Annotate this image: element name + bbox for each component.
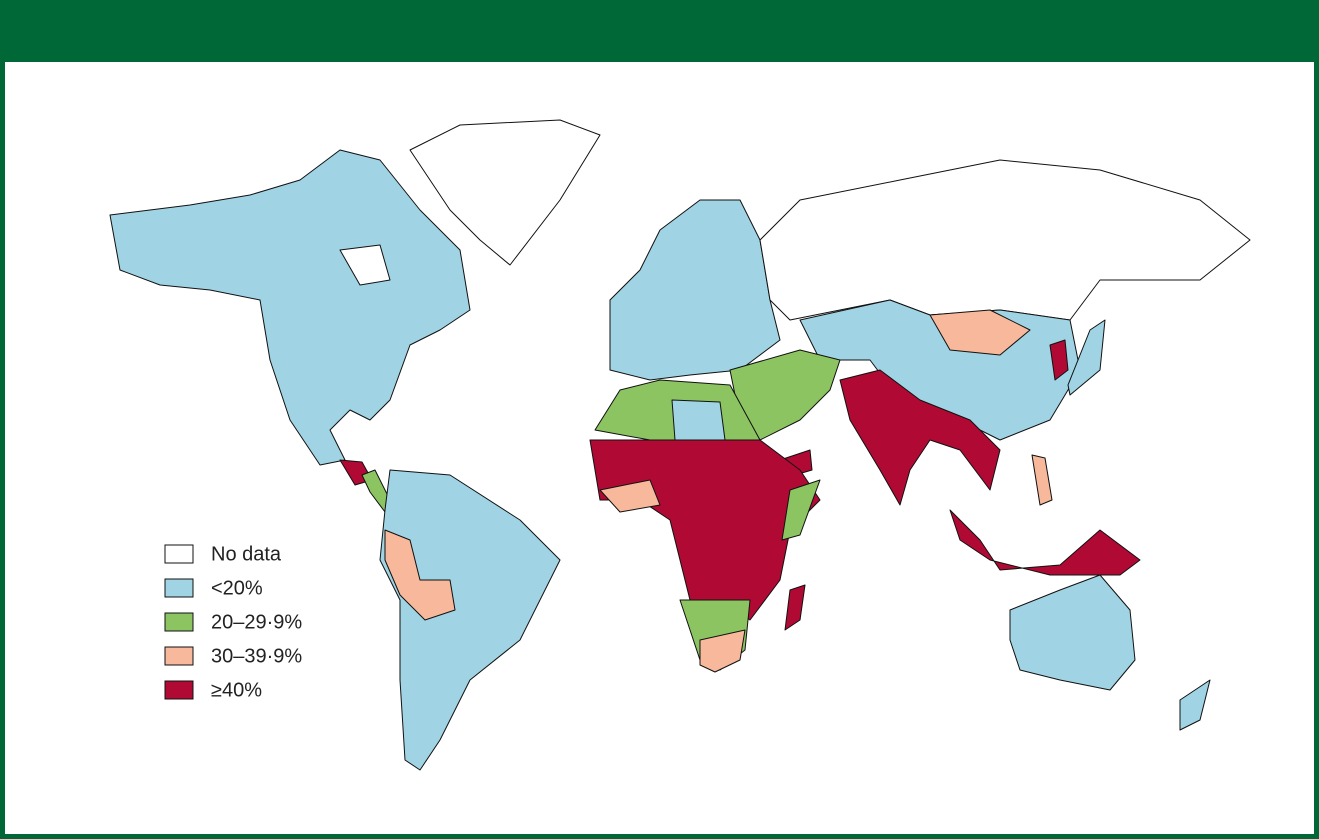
mongolia: [929, 309, 1031, 356]
horn-of-africa: [781, 479, 821, 541]
southeast-asia-islands: [949, 509, 1141, 576]
legend-label: 30–39·9%: [211, 645, 302, 667]
legend-label: No data: [211, 543, 282, 565]
legend: No data <20% 20–29·9% 30–39·9% ≥40%: [164, 543, 302, 701]
world-map: [109, 119, 1251, 771]
greenland: [409, 119, 601, 266]
andes: [384, 529, 456, 621]
legend-swatch: [164, 612, 194, 632]
south-asia: [839, 369, 1001, 506]
hudson-bay: [339, 244, 391, 286]
west-africa: [599, 479, 661, 513]
philippines: [1031, 454, 1053, 506]
australia: [1009, 574, 1136, 691]
legend-swatch: [164, 544, 194, 564]
north-america: [109, 149, 471, 466]
legend-swatch: [164, 578, 194, 598]
japan: [1067, 319, 1106, 396]
russia: [759, 159, 1251, 321]
korea: [1049, 339, 1069, 381]
madagascar: [784, 584, 806, 631]
legend-label: <20%: [211, 577, 263, 599]
legend-swatch: [164, 646, 194, 666]
legend-swatch: [164, 680, 194, 700]
legend-label: ≥40%: [211, 679, 262, 701]
new-zealand: [1179, 679, 1211, 731]
legend-label: 20–29·9%: [211, 611, 302, 633]
south-africa: [699, 629, 746, 673]
south-america: [379, 469, 561, 771]
libya: [671, 399, 726, 441]
